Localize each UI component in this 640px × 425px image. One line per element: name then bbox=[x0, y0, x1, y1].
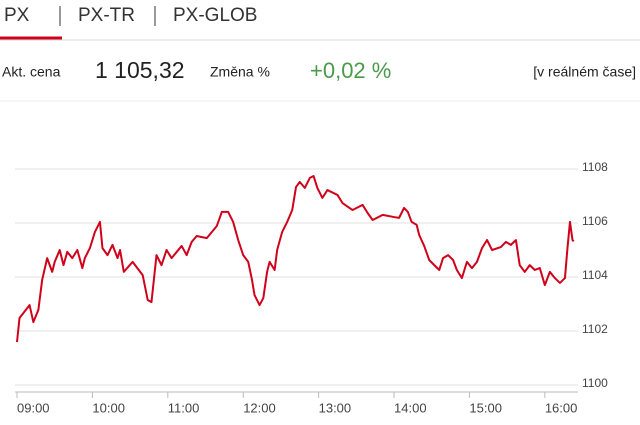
tab[interactable]: PX-GLOB bbox=[173, 5, 257, 26]
x-tick-label: 09:00 bbox=[17, 400, 50, 415]
tab[interactable]: PX bbox=[4, 5, 30, 26]
y-tick-label: 1106 bbox=[582, 214, 608, 228]
price-line bbox=[16, 175, 575, 343]
x-tick-label: 12:00 bbox=[243, 400, 276, 415]
x-tick-label: 15:00 bbox=[469, 400, 502, 415]
y-tick-label: 1102 bbox=[582, 322, 608, 336]
y-tick-label: 1100 bbox=[582, 376, 608, 390]
change-label: Změna % bbox=[210, 64, 270, 80]
x-tick-label: 11:00 bbox=[168, 400, 200, 415]
x-tick-label: 16:00 bbox=[545, 400, 578, 415]
change: +0,02 % bbox=[310, 58, 391, 83]
x-tick-label: 14:00 bbox=[394, 400, 427, 415]
y-tick-label: 1104 bbox=[582, 268, 608, 282]
x-tick-label: 13:00 bbox=[319, 400, 352, 415]
x-tick-label: 10:00 bbox=[92, 400, 125, 415]
price: 1 105,32 bbox=[95, 57, 185, 83]
y-tick-label: 1108 bbox=[582, 160, 608, 174]
tab[interactable]: PX-TR bbox=[78, 5, 135, 26]
realtime: [v reálném čase] bbox=[533, 64, 636, 80]
price-label: Akt. cena bbox=[2, 64, 61, 80]
